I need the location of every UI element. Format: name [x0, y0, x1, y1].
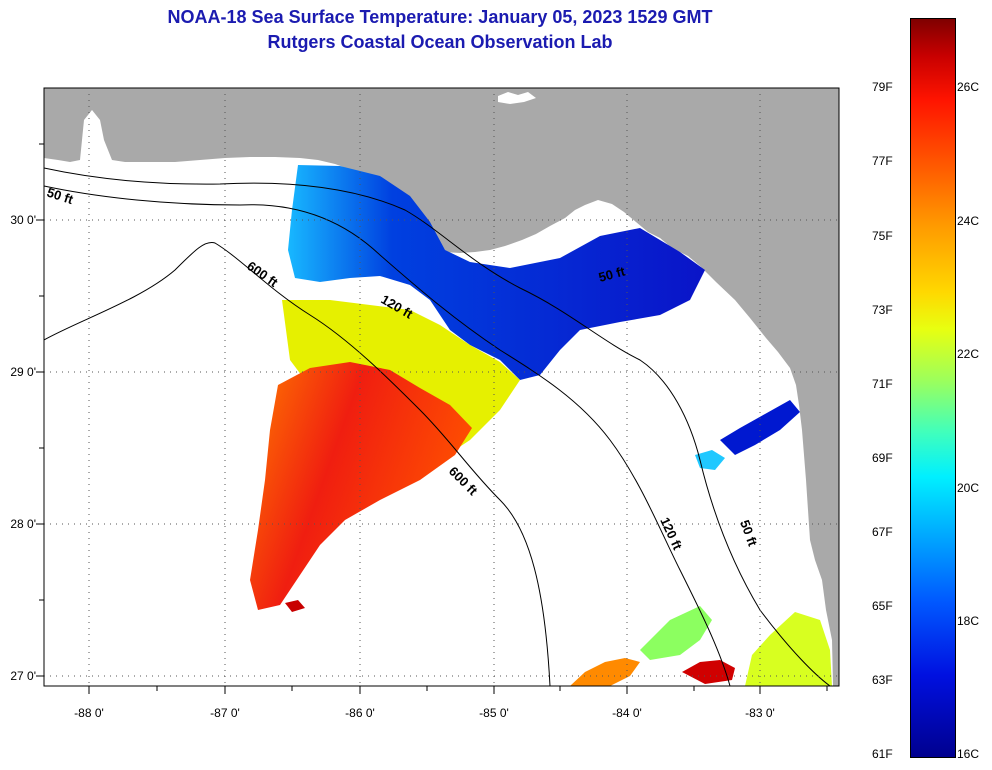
warm-water-region [250, 362, 472, 610]
lon-label-85: -85 0' [479, 706, 509, 720]
island [498, 92, 536, 104]
colorbar-f-label: 77F [872, 154, 893, 168]
hot-patch-se [682, 660, 735, 684]
colorbar-f-label: 69F [872, 451, 893, 465]
green-patch-south [640, 606, 712, 660]
bathymetry-contours [44, 167, 831, 686]
cyan-patch-coast [695, 450, 725, 470]
lon-label-87: -87 0' [210, 706, 240, 720]
colorbar-c-label: 22C [957, 347, 980, 361]
lat-label-29: 29 0' [10, 365, 36, 379]
lon-label-88: -88 0' [74, 706, 104, 720]
blue-patch-coast [720, 400, 800, 455]
colorbar-f-label: 71F [872, 377, 893, 391]
cold-water-region [288, 165, 705, 380]
lon-label-83: -83 0' [745, 706, 775, 720]
map-frame [43, 87, 840, 687]
map-title: NOAA-18 Sea Surface Temperature: January… [167, 7, 713, 27]
colorbar-c-label: 16C [957, 747, 980, 761]
colorbar-f-label: 75F [872, 229, 893, 243]
colorbar-c-label: 26C [957, 80, 980, 94]
colorbar-f-label: 79F [872, 80, 893, 94]
colorbar-c-label: 20C [957, 481, 980, 495]
colorbar-f-label: 63F [872, 673, 893, 687]
warm-patch-south [570, 658, 640, 686]
colorbar-f-label: 67F [872, 525, 893, 539]
colorbar-c-label: 18C [957, 614, 980, 628]
temperature-colorbar [910, 18, 956, 758]
lat-label-28: 28 0' [10, 517, 36, 531]
colorbar-f-label: 73F [872, 303, 893, 317]
lat-label-30: 30 0' [10, 213, 36, 227]
colorbar-f-label: 61F [872, 747, 893, 761]
lon-label-86: -86 0' [345, 706, 375, 720]
small-red-patch [285, 600, 305, 612]
land-mass [44, 88, 839, 686]
colorbar-f-label: 65F [872, 599, 893, 613]
graticule [44, 88, 839, 686]
colorbar-c-label: 24C [957, 214, 980, 228]
map-subtitle: Rutgers Coastal Ocean Observation Lab [267, 32, 613, 52]
axis-ticks [36, 143, 828, 694]
contour-label-50ft-bigbend: 50 ft [597, 263, 627, 285]
lat-label-27: 27 0' [10, 669, 36, 683]
coastal-patch-se [745, 612, 832, 686]
lon-label-84: -84 0' [612, 706, 642, 720]
